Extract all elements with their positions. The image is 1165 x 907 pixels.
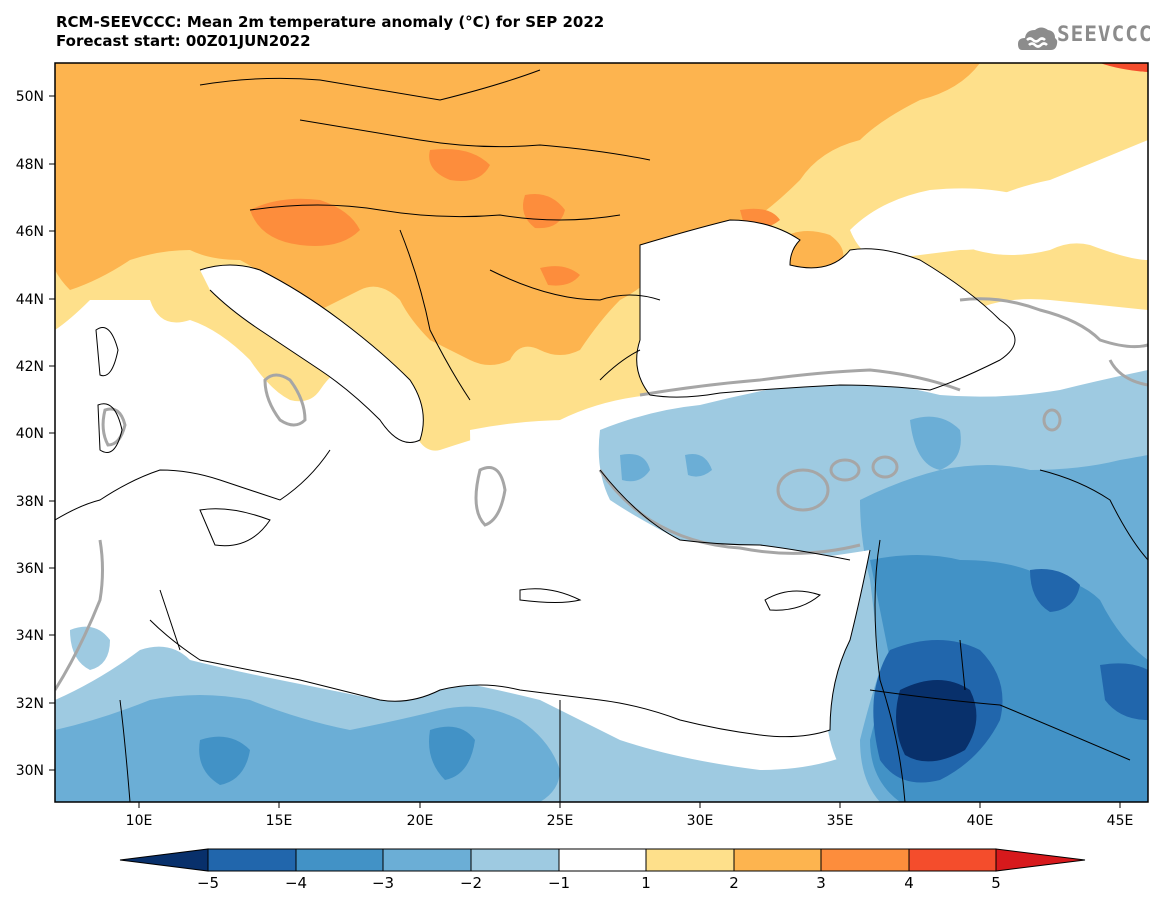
- lon-label-35E: 35E: [827, 813, 854, 829]
- anomaly-area-below-neg5: [896, 680, 977, 762]
- anomaly-area-4-5: [1100, 63, 1148, 72]
- lon-axis: 10E 15E 20E 25E 30E 35E 40E 45E: [126, 802, 1134, 829]
- anomaly-area-neg2-neg3-c: [685, 454, 712, 477]
- lon-tick-25E: 25E: [547, 802, 574, 829]
- black-sea: [636, 220, 1015, 398]
- mediterranean-sea: [55, 446, 870, 737]
- logo-text: SEEVCCC: [1057, 22, 1153, 46]
- colorbar-cell-6: [645, 848, 735, 872]
- lat-tick-48N: 48N: [16, 157, 55, 173]
- colorbar-cell-8: [820, 848, 910, 872]
- colorbar-label-neg3: −3: [371, 874, 395, 892]
- title-line-2: Forecast start: 00Z01JUN2022: [56, 32, 311, 50]
- zero-contours: [55, 297, 1148, 691]
- anomaly-area-neg1-neg2-libya: [70, 626, 110, 670]
- lat-tick-30N: 30N: [16, 763, 55, 779]
- caspian-region-white: [850, 160, 1148, 260]
- lat-label-42N: 42N: [16, 359, 44, 375]
- anomaly-area-3-4-a: [250, 198, 360, 246]
- colorbar-label-5: 5: [991, 874, 1001, 892]
- colorbar-cell-5: [558, 848, 647, 872]
- adriatic-sea: [200, 265, 424, 443]
- colorbar-label-neg1: −1: [547, 874, 571, 892]
- anomaly-area-neg3-neg4-libya-b: [429, 726, 475, 780]
- lon-tick-45E: 45E: [1107, 802, 1134, 829]
- lat-tick-42N: 42N: [16, 359, 55, 375]
- lat-label-40N: 40N: [16, 426, 44, 442]
- colorbar-label-neg4: −4: [284, 874, 308, 892]
- lat-tick-40N: 40N: [16, 426, 55, 442]
- lon-tick-20E: 20E: [407, 802, 434, 829]
- anomaly-area-neg4-neg5-e: [1100, 663, 1148, 720]
- lon-tick-35E: 35E: [827, 802, 854, 829]
- anomaly-area-neg2-neg3-africa: [55, 695, 560, 802]
- lat-label-38N: 38N: [16, 494, 44, 510]
- colorbar-label-neg5: −5: [196, 874, 220, 892]
- anomaly-area-neg4-neg5-iraq: [1030, 569, 1080, 612]
- lat-label-32N: 32N: [16, 696, 44, 712]
- colorbar-cell-3: [382, 848, 472, 872]
- colorbar-cell-4: [470, 848, 560, 872]
- anomaly-area-3-4-b: [429, 149, 490, 181]
- colorbar-extend-high: [995, 848, 1086, 872]
- lon-label-20E: 20E: [407, 813, 434, 829]
- lat-tick-44N: 44N: [16, 292, 55, 308]
- lon-tick-10E: 10E: [126, 802, 153, 829]
- anomaly-area-3-4-d: [540, 266, 580, 286]
- lat-tick-32N: 32N: [16, 696, 55, 712]
- aegean-sea: [470, 420, 600, 540]
- colorbar-label-2: 2: [729, 874, 739, 892]
- colorbar-cell-9: [908, 848, 997, 872]
- colorbar-label-1: 1: [641, 874, 651, 892]
- lat-tick-38N: 38N: [16, 494, 55, 510]
- colorbar-label-3: 3: [816, 874, 826, 892]
- lon-tick-40E: 40E: [967, 802, 994, 829]
- lon-label-40E: 40E: [967, 813, 994, 829]
- lat-tick-46N: 46N: [16, 224, 55, 240]
- tyrrhenian-sea: [146, 336, 310, 495]
- lat-label-50N: 50N: [16, 89, 44, 105]
- lon-label-25E: 25E: [547, 813, 574, 829]
- lat-label-44N: 44N: [16, 292, 44, 308]
- lat-tick-50N: 50N: [16, 89, 55, 105]
- title-line-1: RCM-SEEVCCC: Mean 2m temperature anomaly…: [56, 13, 605, 31]
- colorbar-label-neg2: −2: [459, 874, 483, 892]
- lon-label-45E: 45E: [1107, 813, 1134, 829]
- anomaly-area-neg2-neg3-turkey: [910, 416, 961, 470]
- colorbar-cell-7: [733, 848, 822, 872]
- lat-label-36N: 36N: [16, 561, 44, 577]
- colorbar-label-4: 4: [904, 874, 914, 892]
- lat-tick-34N: 34N: [16, 628, 55, 644]
- anomaly-area-neg3-neg4-libya-a: [199, 736, 250, 785]
- lat-label-30N: 30N: [16, 763, 44, 779]
- cloud-icon: [1018, 27, 1058, 50]
- lat-axis: 50N 48N 46N 44N 42N 40N 38N 36N 34N 32N …: [16, 89, 55, 779]
- lon-tick-30E: 30E: [687, 802, 714, 829]
- lon-tick-15E: 15E: [266, 802, 293, 829]
- lat-label-48N: 48N: [16, 157, 44, 173]
- lat-label-46N: 46N: [16, 224, 44, 240]
- anomaly-fields: [55, 63, 1148, 802]
- lat-tick-36N: 36N: [16, 561, 55, 577]
- lon-label-10E: 10E: [126, 813, 153, 829]
- lon-label-15E: 15E: [266, 813, 293, 829]
- map-title: RCM-SEEVCCC: Mean 2m temperature anomaly…: [56, 13, 604, 51]
- colorbar-extend-low: [119, 848, 209, 872]
- colorbar-cell-1: [207, 848, 297, 872]
- colorbar: [119, 848, 1086, 872]
- coastlines-and-borders: [55, 69, 1148, 802]
- lat-label-34N: 34N: [16, 628, 44, 644]
- colorbar-cell-2: [295, 848, 384, 872]
- anomaly-area-neg2-neg3-w: [620, 454, 650, 482]
- lon-label-30E: 30E: [687, 813, 714, 829]
